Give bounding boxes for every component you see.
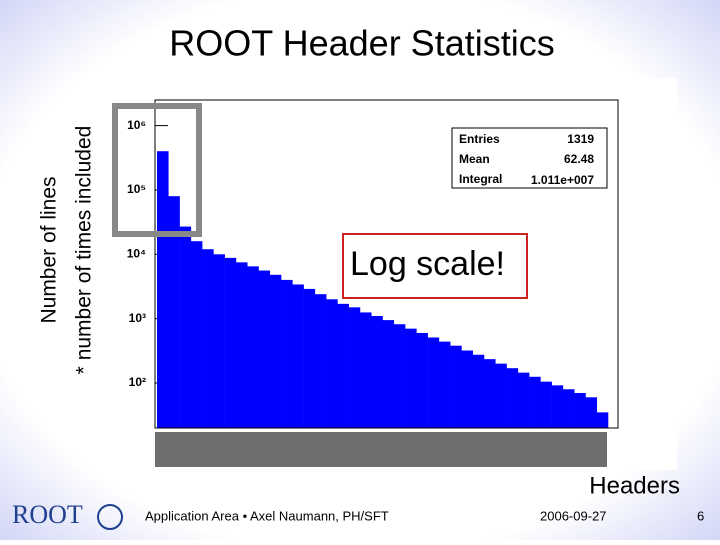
bar bbox=[213, 254, 225, 428]
bar bbox=[562, 389, 575, 428]
bar bbox=[258, 270, 271, 428]
stats-label: Mean bbox=[459, 152, 490, 166]
stats-value: 1319 bbox=[567, 132, 594, 146]
bar bbox=[348, 307, 361, 428]
highlight-box bbox=[342, 233, 528, 299]
y-tick-label: 10³ bbox=[129, 311, 146, 325]
bar bbox=[157, 151, 169, 428]
bar bbox=[517, 372, 530, 428]
bar bbox=[506, 368, 519, 428]
footer-text: Application Area • Axel Naumann, PH/SFT bbox=[145, 508, 389, 523]
cern-logo bbox=[97, 504, 123, 530]
y-tick-label: 10⁶ bbox=[127, 118, 146, 132]
bar bbox=[438, 341, 451, 428]
bar bbox=[393, 324, 406, 428]
bar bbox=[529, 376, 541, 428]
stats-value: 62.48 bbox=[564, 152, 594, 166]
bar bbox=[269, 274, 282, 428]
bar bbox=[337, 303, 349, 428]
bar bbox=[461, 350, 473, 428]
bar bbox=[202, 249, 214, 428]
bar bbox=[247, 266, 259, 428]
bar bbox=[190, 241, 203, 428]
bar bbox=[371, 316, 383, 428]
stats-label: Entries bbox=[459, 132, 500, 146]
bar bbox=[551, 385, 564, 428]
bar bbox=[382, 320, 395, 428]
bar bbox=[585, 397, 598, 428]
footer-date: 2006-09-27 bbox=[540, 508, 607, 523]
illegible-bin-labels bbox=[155, 432, 607, 467]
chart-title: ROOT Header Statistics bbox=[169, 23, 554, 64]
bar bbox=[574, 392, 586, 428]
bar bbox=[303, 288, 316, 428]
bar bbox=[450, 345, 462, 428]
bar bbox=[483, 359, 496, 428]
bar bbox=[281, 279, 293, 428]
bar bbox=[168, 196, 180, 428]
highlight-box bbox=[112, 103, 202, 237]
stats-value: 1.011e+007 bbox=[531, 173, 594, 187]
bar bbox=[540, 381, 552, 428]
stats-label: Integral bbox=[459, 172, 502, 186]
bar bbox=[472, 354, 485, 428]
stats-box bbox=[451, 127, 608, 189]
bar bbox=[359, 312, 372, 428]
annotation: Log scale! bbox=[350, 245, 505, 283]
bar bbox=[416, 332, 428, 428]
bar bbox=[235, 262, 248, 428]
bar bbox=[314, 294, 327, 428]
bar bbox=[224, 257, 237, 428]
bar bbox=[179, 226, 192, 428]
y-tick-label: 10² bbox=[129, 375, 146, 389]
logo: ROOT bbox=[12, 500, 83, 529]
plot-frame bbox=[154, 99, 619, 429]
y-tick-label: 10⁴ bbox=[127, 246, 146, 260]
bar bbox=[427, 337, 440, 428]
y-axis-label: Number of lines bbox=[38, 176, 61, 323]
bar bbox=[495, 363, 507, 428]
page-number: 6 bbox=[697, 508, 704, 523]
y-axis-label: * number of times included bbox=[73, 126, 96, 375]
bar bbox=[326, 299, 338, 428]
bar bbox=[596, 412, 609, 428]
plot: 10² 10³ 10⁴ 10⁵ 10⁶ bbox=[127, 118, 609, 428]
bar bbox=[292, 284, 304, 428]
y-tick-label: 10⁵ bbox=[127, 182, 146, 196]
bar bbox=[405, 328, 417, 428]
x-axis-label: Headers bbox=[589, 472, 680, 499]
